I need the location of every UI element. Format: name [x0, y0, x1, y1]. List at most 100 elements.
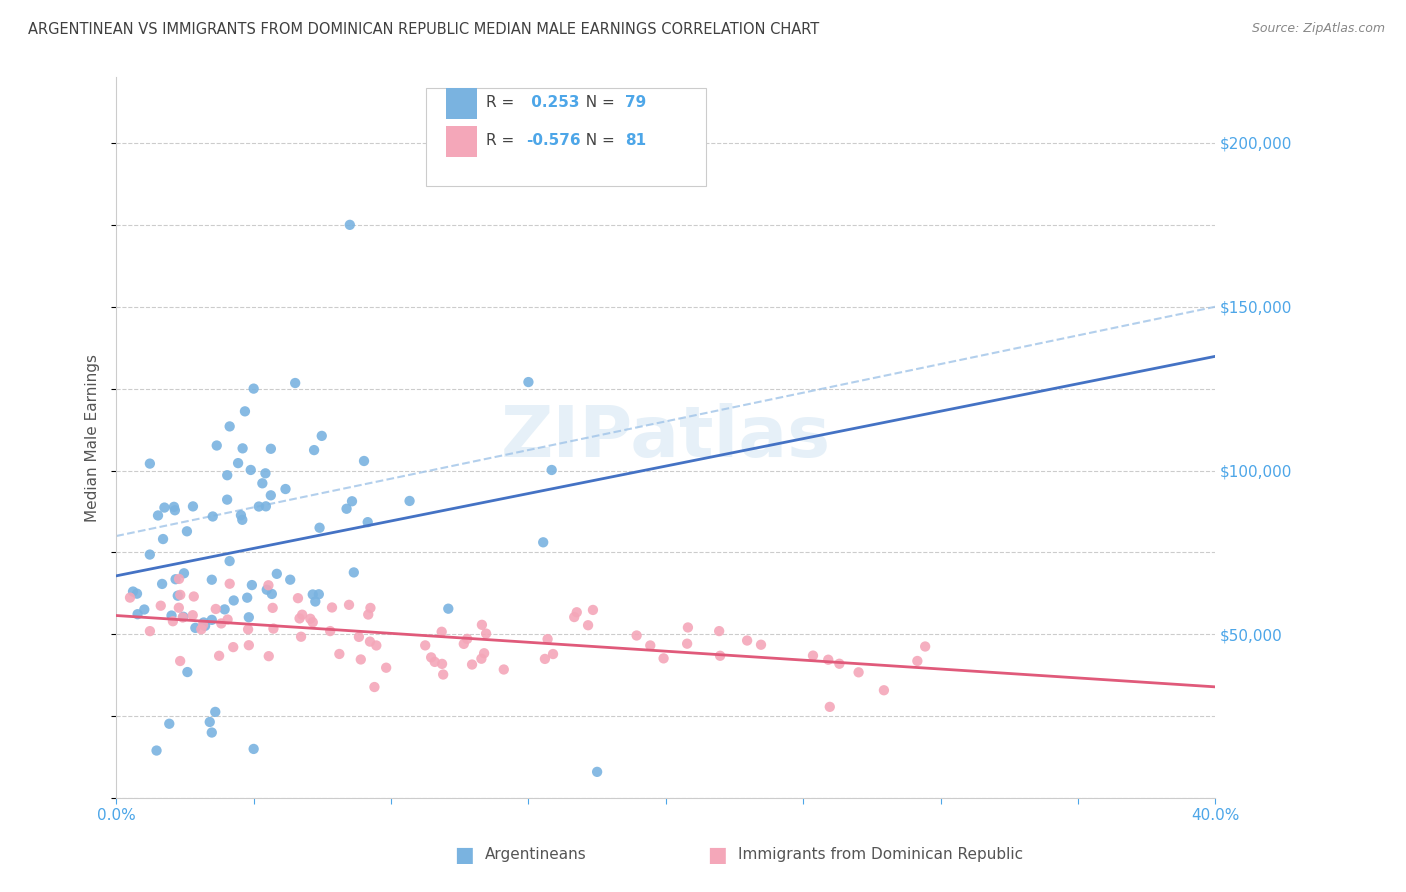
Point	[423, 655, 446, 669]
Text: ZIPatlas: ZIPatlas	[501, 403, 831, 472]
Point	[430, 657, 453, 671]
Point	[366, 639, 388, 653]
Bar	[446, 88, 477, 119]
Point	[565, 605, 588, 619]
Point	[222, 640, 245, 654]
Point	[340, 494, 363, 508]
Point	[266, 566, 288, 581]
Point	[337, 598, 360, 612]
Point	[218, 419, 240, 434]
Point	[707, 624, 730, 639]
Text: R =: R =	[485, 134, 513, 148]
Point	[640, 639, 662, 653]
Point	[301, 587, 323, 601]
Point	[284, 376, 307, 390]
Point	[162, 614, 184, 628]
Point	[288, 611, 311, 625]
Point	[652, 651, 675, 665]
Point	[278, 573, 301, 587]
Y-axis label: Median Male Earnings: Median Male Earnings	[86, 354, 100, 522]
Point	[541, 647, 564, 661]
Point	[257, 649, 280, 664]
Point	[167, 600, 190, 615]
Point	[232, 442, 254, 456]
Point	[201, 613, 224, 627]
Point	[260, 488, 283, 502]
Point	[536, 632, 558, 646]
Point	[359, 634, 381, 648]
Point	[353, 454, 375, 468]
Point	[363, 680, 385, 694]
Point	[676, 637, 699, 651]
Point	[160, 608, 183, 623]
Point	[475, 626, 498, 640]
Point	[190, 622, 212, 636]
Point	[222, 593, 245, 607]
Point	[540, 463, 562, 477]
Point	[229, 508, 252, 523]
Point	[176, 524, 198, 539]
Point	[873, 683, 896, 698]
Point	[169, 588, 191, 602]
Point	[676, 620, 699, 634]
Point	[492, 663, 515, 677]
Point	[217, 613, 239, 627]
Point	[204, 602, 226, 616]
Point	[735, 633, 758, 648]
Point	[420, 650, 443, 665]
Point	[339, 218, 361, 232]
Point	[184, 621, 207, 635]
Point	[163, 503, 186, 517]
Point	[531, 535, 554, 549]
Point	[308, 587, 330, 601]
Text: -0.576: -0.576	[526, 134, 581, 148]
Point	[749, 638, 772, 652]
Point	[848, 665, 870, 680]
Point	[291, 607, 314, 622]
Point	[191, 617, 214, 632]
Point	[260, 442, 283, 456]
Point	[176, 665, 198, 679]
Point	[287, 591, 309, 606]
Point	[139, 624, 162, 639]
Point	[201, 725, 224, 739]
Point	[214, 602, 236, 616]
Point	[139, 548, 162, 562]
Point	[181, 500, 204, 514]
Point	[242, 742, 264, 756]
Point	[319, 624, 342, 638]
Point	[304, 594, 326, 608]
Point	[153, 500, 176, 515]
Point	[471, 617, 494, 632]
Point	[238, 638, 260, 652]
Point	[375, 661, 398, 675]
Point	[149, 599, 172, 613]
Text: N =: N =	[575, 95, 614, 110]
Point	[357, 515, 380, 529]
Text: Immigrants from Dominican Republic: Immigrants from Dominican Republic	[738, 847, 1024, 862]
Point	[122, 584, 145, 599]
Point	[242, 382, 264, 396]
Text: R =: R =	[485, 95, 513, 110]
Point	[905, 654, 928, 668]
Point	[240, 578, 263, 592]
Text: Source: ZipAtlas.com: Source: ZipAtlas.com	[1251, 22, 1385, 36]
Point	[209, 616, 232, 631]
Point	[586, 764, 609, 779]
Point	[359, 601, 381, 615]
Point	[828, 657, 851, 671]
Point	[576, 618, 599, 632]
Point	[817, 653, 839, 667]
Point	[626, 628, 648, 642]
Point	[709, 648, 731, 663]
Point	[173, 566, 195, 581]
Point	[534, 652, 557, 666]
Text: ■: ■	[707, 845, 727, 864]
Point	[347, 630, 370, 644]
Bar	[446, 127, 477, 157]
Point	[239, 463, 262, 477]
Point	[432, 667, 454, 681]
Point	[517, 375, 540, 389]
Point	[254, 467, 277, 481]
Point	[274, 482, 297, 496]
